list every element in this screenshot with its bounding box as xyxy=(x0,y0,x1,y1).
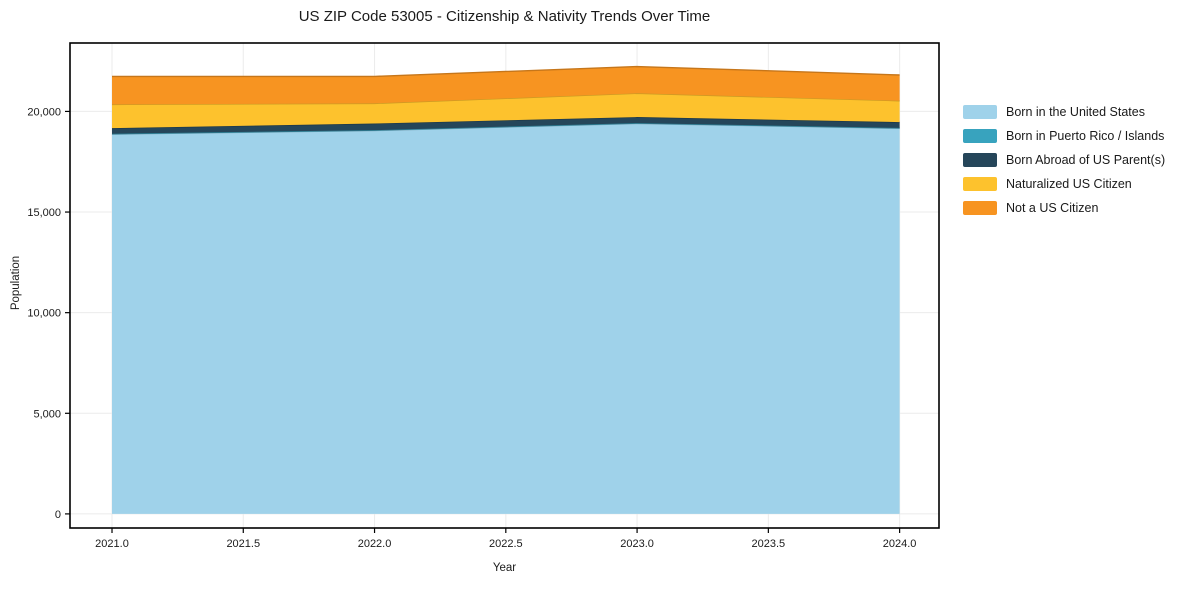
legend-item-not-citizen: Not a US Citizen xyxy=(963,196,1165,220)
svg-text:5,000: 5,000 xyxy=(33,408,61,420)
svg-text:2021.0: 2021.0 xyxy=(95,538,129,550)
legend-swatch-born-pr xyxy=(963,129,997,143)
legend-swatch-naturalized xyxy=(963,177,997,191)
legend-item-born-pr: Born in Puerto Rico / Islands xyxy=(963,124,1165,148)
legend-item-naturalized: Naturalized US Citizen xyxy=(963,172,1165,196)
svg-text:10,000: 10,000 xyxy=(27,308,61,320)
svg-text:2022.0: 2022.0 xyxy=(358,538,392,550)
legend-label-born-pr: Born in Puerto Rico / Islands xyxy=(1006,129,1165,143)
svg-text:0: 0 xyxy=(55,509,61,521)
y-axis-label: Population xyxy=(10,255,22,311)
svg-text:15,000: 15,000 xyxy=(27,207,61,219)
legend-swatch-born-abroad xyxy=(963,153,997,167)
svg-text:2021.5: 2021.5 xyxy=(226,538,260,550)
legend-item-born-us: Born in the United States xyxy=(963,100,1165,124)
legend-label-naturalized: Naturalized US Citizen xyxy=(1006,177,1132,191)
svg-text:2024.0: 2024.0 xyxy=(883,538,917,550)
legend-label-born-us: Born in the United States xyxy=(1006,105,1145,119)
svg-text:20,000: 20,000 xyxy=(27,106,61,118)
svg-text:2022.5: 2022.5 xyxy=(489,538,523,550)
chart-title: US ZIP Code 53005 - Citizenship & Nativi… xyxy=(298,8,711,25)
svg-text:2023.5: 2023.5 xyxy=(752,538,786,550)
legend: Born in the United States Born in Puerto… xyxy=(963,100,1165,220)
legend-item-born-abroad: Born Abroad of US Parent(s) xyxy=(963,148,1165,172)
legend-label-not-citizen: Not a US Citizen xyxy=(1006,201,1099,215)
x-axis-label: Year xyxy=(492,562,517,574)
legend-swatch-born-us xyxy=(963,105,997,119)
legend-swatch-not-citizen xyxy=(963,201,997,215)
svg-text:2023.0: 2023.0 xyxy=(620,538,654,550)
legend-label-born-abroad: Born Abroad of US Parent(s) xyxy=(1006,153,1166,167)
